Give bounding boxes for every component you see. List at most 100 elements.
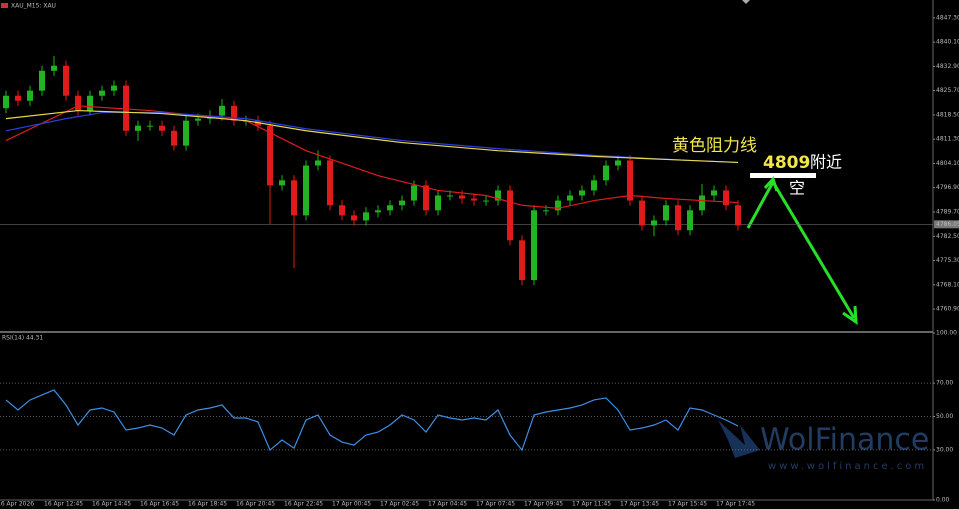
candle-body [3,95,9,109]
flag-icon [1,3,8,8]
annotation-near: 附近 [810,153,842,172]
candle-body [639,200,645,226]
y-tick-label: 4811.30 [936,136,959,143]
y-tick-label: 4818.50 [936,111,959,118]
candle-body [387,205,393,211]
candle-body [531,210,537,281]
x-tick-label: 17 Apr 15:45 [668,501,707,508]
candle-body [723,190,729,206]
candle-body [663,205,669,221]
scroll-marker [742,0,750,4]
candle-body [99,90,105,96]
candle-body [687,210,693,231]
arrow-path [746,178,856,319]
candle-body [351,215,357,221]
watermark-logo [718,420,760,458]
current-price-label: 4786.05 [936,221,959,228]
candle-body [507,190,513,241]
y-tick-label: 4840.10 [936,39,959,46]
x-tick-label: 16 Apr 14:45 [92,501,131,508]
watermark: WolFinance www.wolfinance.com [718,420,929,472]
annotation-bar [750,173,816,178]
candle-body [183,120,189,146]
candle-body [315,160,321,166]
candle-body [651,220,657,226]
candle-body [675,205,681,231]
y-tick-label: 4789.70 [936,209,959,216]
candle-body [195,118,201,121]
candle-body [111,85,117,91]
candle-body [375,210,381,213]
candle-body [15,95,21,101]
arrows [746,176,858,325]
moving-average [5,111,739,164]
x-tick-label: 16 Apr 22:45 [284,501,323,508]
y-tick-label: 4760.90 [936,306,959,313]
watermark-url: www.wolfinance.com [768,461,927,472]
candle-body [267,125,273,186]
candle-body [423,185,429,211]
x-tick-label: 17 Apr 07:45 [476,501,515,508]
watermark-text: WolFinance [760,423,929,458]
candle-body [411,185,417,201]
candle-body [603,165,609,181]
candle-body [291,180,297,216]
candle-body [279,180,285,186]
candle-body [459,195,465,199]
y-tick-label: 4825.70 [936,87,959,94]
x-tick-label: 17 Apr 00:45 [332,501,371,508]
x-tick-label: 16 Apr 18:45 [188,501,227,508]
y-tick-label: 4775.30 [936,257,959,264]
candle-body [339,205,345,216]
y-tick-label: 50.00 [936,413,953,420]
candle-body [615,160,621,166]
x-tick-label: 17 Apr 02:45 [380,501,419,508]
y-tick-label: 4832.90 [936,63,959,70]
candle-body [135,125,141,131]
candle-body [147,125,153,127]
candle-body [495,190,501,201]
x-tick-label: 17 Apr 13:45 [620,501,659,508]
arrow-head-down [842,305,858,325]
candle-body [579,190,585,196]
y-tick-label: 4782.50 [936,233,959,240]
candle-body [231,105,237,121]
candle-body [51,65,57,71]
x-tick-label: 17 Apr 09:45 [524,501,563,508]
x-tick-label: 17 Apr 17:45 [716,501,755,508]
candle-body [711,190,717,196]
y-tick-label: 100.00 [936,330,957,337]
candle-body [567,195,573,201]
y-tick-label: 70.00 [936,380,953,387]
candle-body [519,240,525,281]
x-tick-label: 16 Apr 2026 [0,501,34,508]
candle-body [327,160,333,206]
chart-title: XAU_M15: XAU [11,3,56,10]
candle-body [591,180,597,191]
candle-body [471,198,477,201]
candle-body [27,90,33,101]
rsi-line [5,389,739,452]
resistance-label: 黄色阻力线 [672,136,757,156]
candle-body [39,70,45,91]
y-tick-label: 4804.10 [936,160,959,167]
candle-body [363,212,369,221]
rsi-title: RSI(14) 44.31 [2,335,43,342]
candle-body [303,165,309,216]
candle-body [399,200,405,206]
y-tick-label: 0.00 [936,497,950,504]
candle-body [123,85,129,131]
candle-body [483,200,489,202]
candle-body [447,195,453,197]
candle-body [555,200,561,211]
candle-body [75,95,81,111]
candle-body [219,105,225,116]
y-tick-label: 4796.90 [936,184,959,191]
current-price-box [934,220,959,229]
candle-body [171,130,177,146]
x-tick-label: 16 Apr 16:45 [140,501,179,508]
annotation-action: 空 [789,179,805,198]
x-tick-label: 17 Apr 04:45 [428,501,467,508]
